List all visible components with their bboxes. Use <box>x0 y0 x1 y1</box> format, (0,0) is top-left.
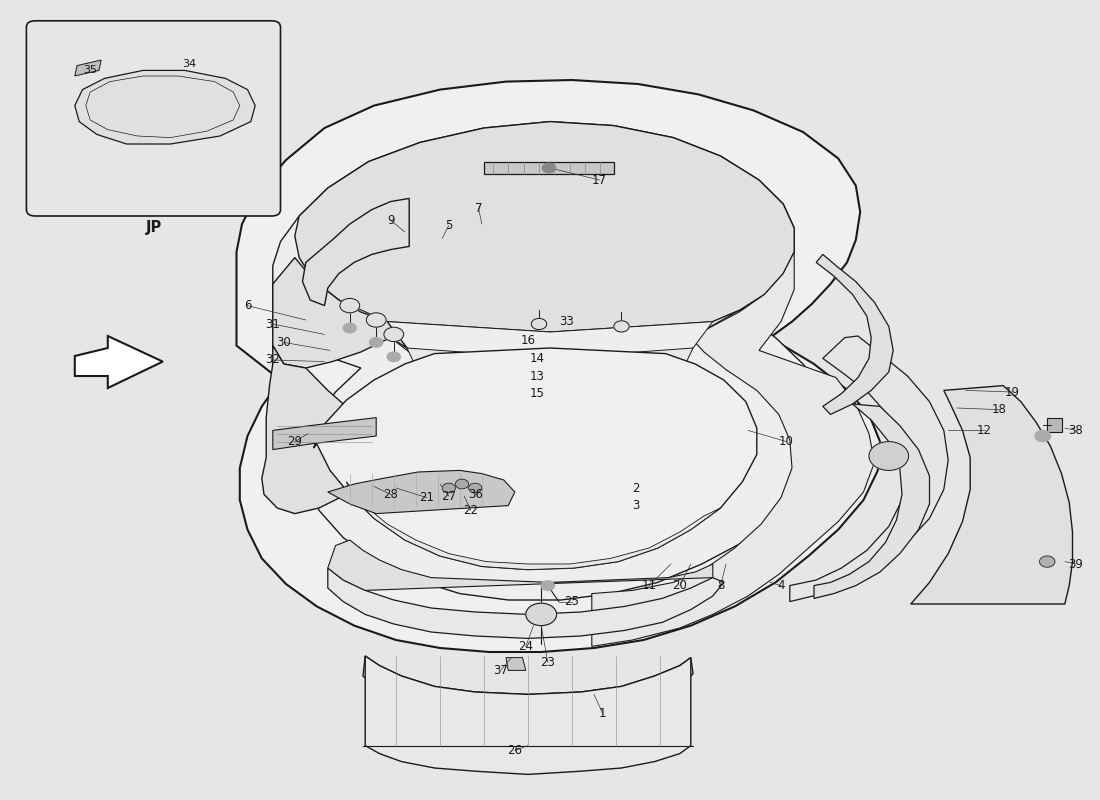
Polygon shape <box>814 404 930 598</box>
Circle shape <box>387 352 400 362</box>
Text: 18: 18 <box>991 403 1006 416</box>
Text: 6: 6 <box>244 299 251 312</box>
Circle shape <box>469 483 482 493</box>
Circle shape <box>1035 430 1050 442</box>
Text: 15: 15 <box>529 387 544 400</box>
Polygon shape <box>314 348 757 570</box>
Circle shape <box>442 483 455 493</box>
Text: 34: 34 <box>183 59 196 69</box>
Text: 24: 24 <box>518 640 534 653</box>
Text: 9: 9 <box>387 214 394 226</box>
Text: 14: 14 <box>529 352 544 365</box>
Circle shape <box>1040 556 1055 567</box>
Circle shape <box>526 603 557 626</box>
Text: 35: 35 <box>84 66 97 75</box>
Circle shape <box>542 163 556 173</box>
Text: 27: 27 <box>441 490 456 502</box>
Polygon shape <box>75 60 101 76</box>
Polygon shape <box>790 336 948 602</box>
Circle shape <box>384 327 404 342</box>
Polygon shape <box>911 386 1072 604</box>
Text: 29: 29 <box>287 435 303 448</box>
FancyBboxPatch shape <box>26 21 280 216</box>
Text: 30: 30 <box>276 336 292 349</box>
Text: 16: 16 <box>520 334 536 346</box>
Text: 10: 10 <box>779 435 794 448</box>
Polygon shape <box>273 338 336 448</box>
Polygon shape <box>273 258 407 368</box>
Polygon shape <box>484 162 614 174</box>
Circle shape <box>869 442 909 470</box>
Polygon shape <box>1047 418 1062 432</box>
Text: 12: 12 <box>977 424 992 437</box>
Polygon shape <box>236 80 880 652</box>
Polygon shape <box>273 418 376 450</box>
Text: 1: 1 <box>600 707 606 720</box>
Polygon shape <box>75 70 255 144</box>
Text: 8: 8 <box>717 579 724 592</box>
Text: europarts: europarts <box>388 451 712 509</box>
Text: JP: JP <box>145 220 162 234</box>
Polygon shape <box>273 122 834 600</box>
Text: 39: 39 <box>1068 558 1084 570</box>
Text: 13: 13 <box>529 370 544 382</box>
Text: 32: 32 <box>265 354 280 366</box>
Text: 5: 5 <box>446 219 452 232</box>
Circle shape <box>340 298 360 313</box>
Circle shape <box>614 321 629 332</box>
Polygon shape <box>363 656 693 723</box>
Polygon shape <box>506 658 526 670</box>
Polygon shape <box>387 322 713 374</box>
Polygon shape <box>328 568 724 638</box>
Polygon shape <box>816 254 893 414</box>
Polygon shape <box>328 540 713 590</box>
Circle shape <box>455 479 469 489</box>
Polygon shape <box>420 376 680 414</box>
Polygon shape <box>302 198 409 306</box>
Circle shape <box>343 323 356 333</box>
Polygon shape <box>328 470 515 514</box>
Text: 4: 4 <box>778 579 784 592</box>
Polygon shape <box>407 348 693 386</box>
Polygon shape <box>365 656 691 774</box>
Text: 28: 28 <box>383 488 398 501</box>
Circle shape <box>531 318 547 330</box>
Circle shape <box>541 581 554 590</box>
Text: 21: 21 <box>419 491 435 504</box>
Text: 36: 36 <box>468 488 483 501</box>
Polygon shape <box>339 300 739 382</box>
Text: 38: 38 <box>1068 424 1084 437</box>
Polygon shape <box>295 122 794 332</box>
Text: 23: 23 <box>540 656 556 669</box>
Text: 2: 2 <box>632 482 639 494</box>
Polygon shape <box>431 404 669 440</box>
Text: 7: 7 <box>475 202 482 214</box>
Text: 31: 31 <box>265 318 280 330</box>
Text: 33: 33 <box>559 315 574 328</box>
Text: 22: 22 <box>463 504 478 517</box>
Polygon shape <box>262 346 372 514</box>
Circle shape <box>366 313 386 327</box>
Text: 17: 17 <box>592 174 607 186</box>
Polygon shape <box>75 336 163 388</box>
Text: 26: 26 <box>507 744 522 757</box>
Text: 37: 37 <box>493 664 508 677</box>
Text: 25: 25 <box>564 595 580 608</box>
Text: 20: 20 <box>672 579 688 592</box>
Text: 11: 11 <box>641 579 657 592</box>
Text: 3: 3 <box>632 499 639 512</box>
Text: 19: 19 <box>1004 386 1020 398</box>
Circle shape <box>370 338 383 347</box>
Polygon shape <box>346 482 720 570</box>
Polygon shape <box>592 252 874 646</box>
